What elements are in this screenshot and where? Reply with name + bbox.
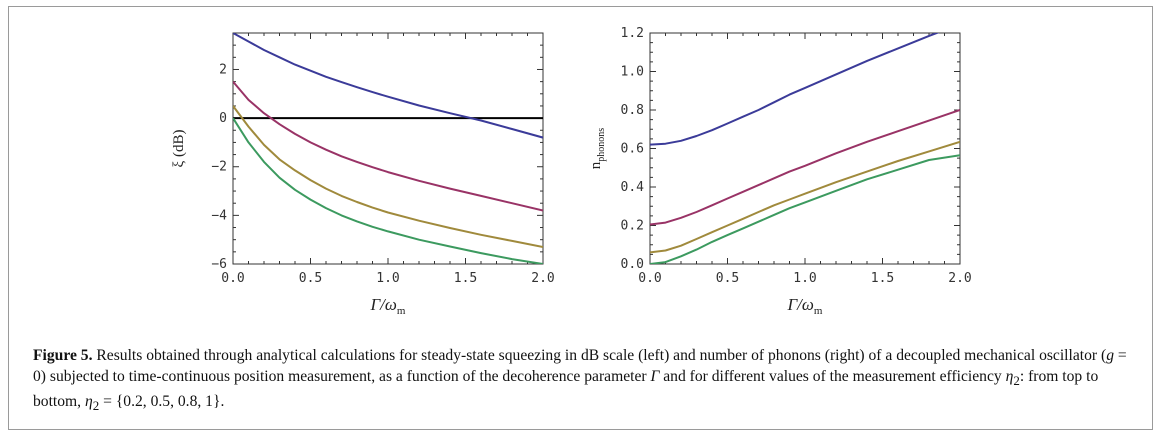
right-y-tick-label: 0.8 [621, 103, 644, 118]
left-x-axis-title: Γ/ωm [370, 295, 406, 317]
right-x-axis-title: Γ/ωm [787, 295, 823, 317]
caption-g-var: g [1106, 347, 1114, 364]
left-y-tick-label: 0 [219, 111, 227, 126]
right-plot-frame [649, 32, 961, 265]
left-y-axis-title: ξ (dB) [171, 130, 187, 168]
left-y-tick-label: −2 [211, 160, 227, 175]
right-chart-phonons: 0.0 0.5 1.0 1.5 2.0 0.0 0.2 0.4 0.6 0.8 1.0 1.2 Γ/ωm… [588, 26, 972, 317]
left-x-tick-label: 2.0 [531, 271, 554, 286]
caption-label: Figure 5. [33, 347, 93, 364]
caption-eta2-sub: 2 [92, 398, 100, 414]
right-x-tick-label: 1.0 [793, 271, 816, 286]
right-x-tick-label: 2.0 [948, 271, 971, 286]
left-x-tick-label: 0.5 [299, 271, 322, 286]
left-series-line-1 [233, 33, 543, 139]
caption-text-3: and for different values of the measurem… [659, 368, 1006, 385]
caption-gamma-var: Γ [650, 368, 660, 385]
right-y-tick-label: 0.0 [621, 257, 644, 272]
left-series-line-2 [233, 80, 543, 212]
caption-eta-sub: 2 [1013, 373, 1020, 389]
right-x-tick-label: 0.5 [716, 271, 739, 286]
left-chart-squeezing: 0.0 0.5 1.0 1.5 2.0 −6 −4 −2 0 2 Γ/ωm ξ (dB) [171, 32, 555, 317]
right-y-tick-label: 0.4 [621, 180, 645, 195]
caption-text-5: = {0.2, 0.5, 0.8, 1}. [99, 393, 225, 411]
right-x-tick-label: 1.5 [871, 271, 894, 286]
right-y-axis-title: nphonons [588, 128, 607, 170]
right-series-line-4 [650, 154, 960, 264]
figure-frame [8, 6, 1153, 430]
left-x-tick-label: 1.0 [376, 271, 399, 286]
right-x-tick-label: 0.0 [638, 271, 661, 286]
right-y-tick-label: 0.2 [621, 219, 644, 234]
caption-text-4: : from top to bottom, [33, 368, 1099, 411]
caption-text-1: Results obtained through analytical calc… [92, 347, 1107, 364]
right-y-tick-label: 1.0 [621, 65, 644, 80]
caption-eta2: η [84, 393, 93, 411]
left-y-tick-label: 2 [219, 62, 227, 77]
right-y-tick-label: 1.2 [621, 26, 644, 41]
figure-caption: Figure 5. Results obtained through analy… [33, 345, 1128, 416]
right-y-tick-label: 0.6 [621, 142, 644, 157]
left-series-line-4 [233, 117, 543, 264]
right-series-line-2 [650, 109, 960, 226]
right-series-line-3 [650, 140, 960, 254]
left-x-tick-label: 0.0 [221, 271, 244, 286]
left-x-tick-label: 1.5 [454, 271, 477, 286]
left-series-line-3 [233, 105, 543, 248]
left-y-tick-label: −6 [211, 257, 227, 272]
left-y-tick-label: −4 [211, 208, 227, 223]
right-series-line-1 [650, 33, 940, 146]
caption-text-2: = 0) subjected to time-continuous positi… [33, 347, 1127, 385]
caption-eta: η [1005, 368, 1014, 385]
